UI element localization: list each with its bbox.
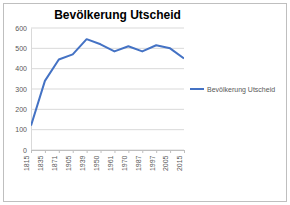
x-tick-label: 1835 <box>37 155 44 171</box>
grid-line <box>31 28 184 29</box>
x-tick: 1815 <box>23 150 31 171</box>
x-tick-mark <box>184 150 185 153</box>
x-tick-label: 2005 <box>162 155 169 171</box>
x-tick-label: 1939 <box>79 155 86 171</box>
x-tick-mark <box>170 150 171 153</box>
x-tick-mark <box>31 150 32 153</box>
y-tick-label: 100 <box>15 126 27 133</box>
x-tick-label: 1871 <box>51 155 58 171</box>
x-tick-label: 1815 <box>23 155 30 171</box>
y-tick: 600 <box>15 25 31 32</box>
grid-line <box>31 129 184 130</box>
x-axis: 1815 1835 1871 1905 1939 1950 1961 1970 1987 1997… <box>23 150 184 171</box>
x-tick-mark <box>101 150 102 153</box>
x-tick-mark <box>59 150 60 153</box>
x-tick: 1961 <box>107 150 115 171</box>
x-tick: 1871 <box>51 150 59 171</box>
legend: Bevölkerung Utscheid <box>190 86 275 94</box>
y-tick-label: 300 <box>15 86 27 93</box>
x-tick: 2005 <box>162 150 170 171</box>
line <box>31 39 184 125</box>
title: Bevölkerung Utscheid <box>54 8 181 22</box>
x-tick-mark <box>128 150 129 153</box>
y-axis: 0 100 200 300 400 500 600 <box>15 25 31 154</box>
x-tick: 2015 <box>176 150 184 171</box>
y-tick: 100 <box>15 126 31 133</box>
legend-label: Bevölkerung Utscheid <box>207 86 275 94</box>
x-tick: 1835 <box>37 150 45 171</box>
x-tick-label: 1961 <box>107 155 114 171</box>
x-tick: 1939 <box>79 150 87 171</box>
y-tick-label: 0 <box>23 147 27 154</box>
x-tick-mark <box>156 150 157 153</box>
x-tick: 1987 <box>135 150 143 171</box>
chart-frame <box>4 4 287 202</box>
x-tick-mark <box>87 150 88 153</box>
x-tick: 1950 <box>93 150 101 171</box>
y-tick: 200 <box>15 106 31 113</box>
y-tick-label: 400 <box>15 65 27 72</box>
y-axis-line <box>31 29 32 151</box>
y-tick: 400 <box>15 65 31 72</box>
x-tick-label: 1970 <box>121 155 128 171</box>
y-tick-label: 200 <box>15 106 27 113</box>
grid-line <box>31 89 184 90</box>
x-tick-mark <box>114 150 115 153</box>
y-tick: 0 <box>23 147 31 154</box>
x-tick-mark <box>73 150 74 153</box>
x-tick-label: 2015 <box>176 155 183 171</box>
y-tick-label: 600 <box>15 25 27 32</box>
legend-swatch <box>190 88 204 90</box>
chart: Bevölkerung Utscheid 0 100 200 300 400 500 600 1… <box>0 0 290 205</box>
x-tick-label: 1997 <box>149 155 156 171</box>
series-group <box>31 39 184 125</box>
x-tick: 1970 <box>121 150 129 171</box>
y-tick: 300 <box>15 86 31 93</box>
y-tick: 500 <box>15 45 31 52</box>
plot: 0100200300400500600181518351871190519391… <box>15 25 184 171</box>
x-axis-line <box>32 151 185 154</box>
grid <box>31 28 184 150</box>
x-tick-mark <box>45 150 46 153</box>
x-tick-label: 1905 <box>65 155 72 171</box>
x-tick-label: 1987 <box>135 155 142 171</box>
x-tick-label: 1950 <box>93 155 100 171</box>
y-tick-label: 500 <box>15 45 27 52</box>
x-tick: 1997 <box>149 150 157 171</box>
x-tick-mark <box>142 150 143 153</box>
grid-line <box>31 109 184 110</box>
x-tick: 1905 <box>65 150 73 171</box>
